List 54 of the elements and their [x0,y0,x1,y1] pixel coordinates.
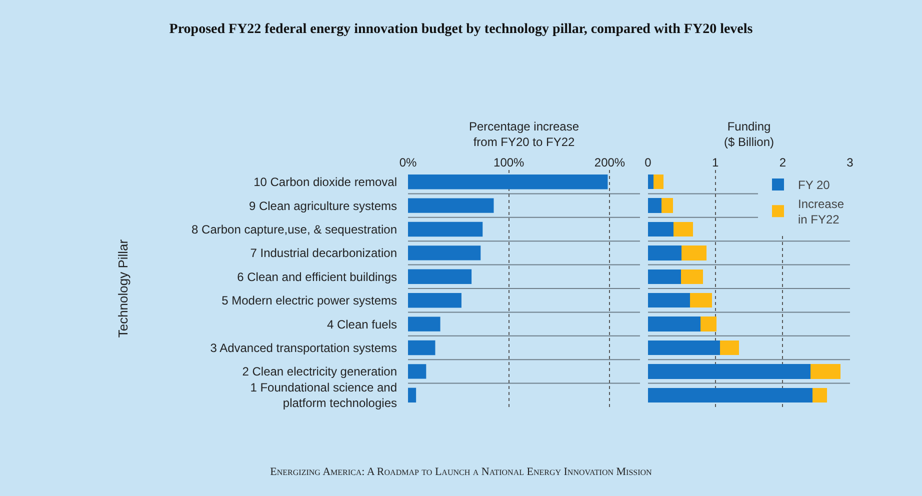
bar [408,388,416,402]
x-axis-title: Funding ($ Billion) [724,119,774,149]
bar [408,340,436,356]
bar [648,174,654,190]
bar [653,174,664,190]
bar [700,316,717,332]
bar [690,293,712,308]
chart-title: Proposed FY22 federal energy innovation budget by technology pillar, compared with FY20 levels [168,22,754,38]
legend-label: FY 20 [798,178,830,192]
y-tick-label: 6 Clean and efficient buildings [237,270,397,284]
bar [408,269,472,284]
x-tick-label: 2 [779,156,786,170]
bar [674,222,694,237]
legend-label: Increase in FY22 [798,196,844,227]
bar [408,364,426,379]
bar [661,198,673,213]
bar [680,269,704,284]
x-tick-label: 1 [712,156,719,170]
bar [648,364,810,379]
y-tick-label: 10 Carbon dioxide removal [254,175,397,190]
y-tick-label: 9 Clean agriculture systems [248,198,397,213]
y-tick-label: 4 Clean fuels [326,317,397,332]
x-axis-title: Percentage increase from FY20 to FY22 [468,119,580,149]
bar [408,198,494,213]
bar [810,364,841,379]
bar [408,316,440,332]
y-tick-label: 5 Modern electric power systems [222,294,397,308]
x-tick-label: 0 [644,156,652,170]
bar [648,269,681,284]
y-axis-title: Technology Pillar [115,238,130,338]
bar [648,293,690,308]
x-tick-label: 200% [594,156,626,170]
bar [812,388,828,402]
bar [408,174,608,190]
y-tick-label: 1 Foundational science and platform technologies [250,380,397,410]
bar [648,388,812,402]
bar [408,293,462,308]
bar [408,222,483,237]
bar [648,340,720,356]
x-tick-label: 100% [494,156,525,170]
y-tick-label: 7 Industrial decarbonization [250,246,397,260]
bar [648,246,682,260]
y-tick-label: 8 Carbon capture,use, & sequestration [192,222,397,236]
bar [408,246,481,260]
bar [720,340,739,356]
bar [648,222,674,237]
text: Energizing America: A Roadmap to Launch a National Energy Innovation Mission [269,466,653,478]
bar [682,246,707,260]
x-tick-label: 0% [399,156,417,170]
y-tick-label: 3 Advanced transportation systems [210,340,397,355]
y-tick-label: 2 Clean electricity generation [242,364,397,379]
bar [648,316,701,332]
x-tick-label: 3 [846,156,854,170]
bar [648,198,662,213]
